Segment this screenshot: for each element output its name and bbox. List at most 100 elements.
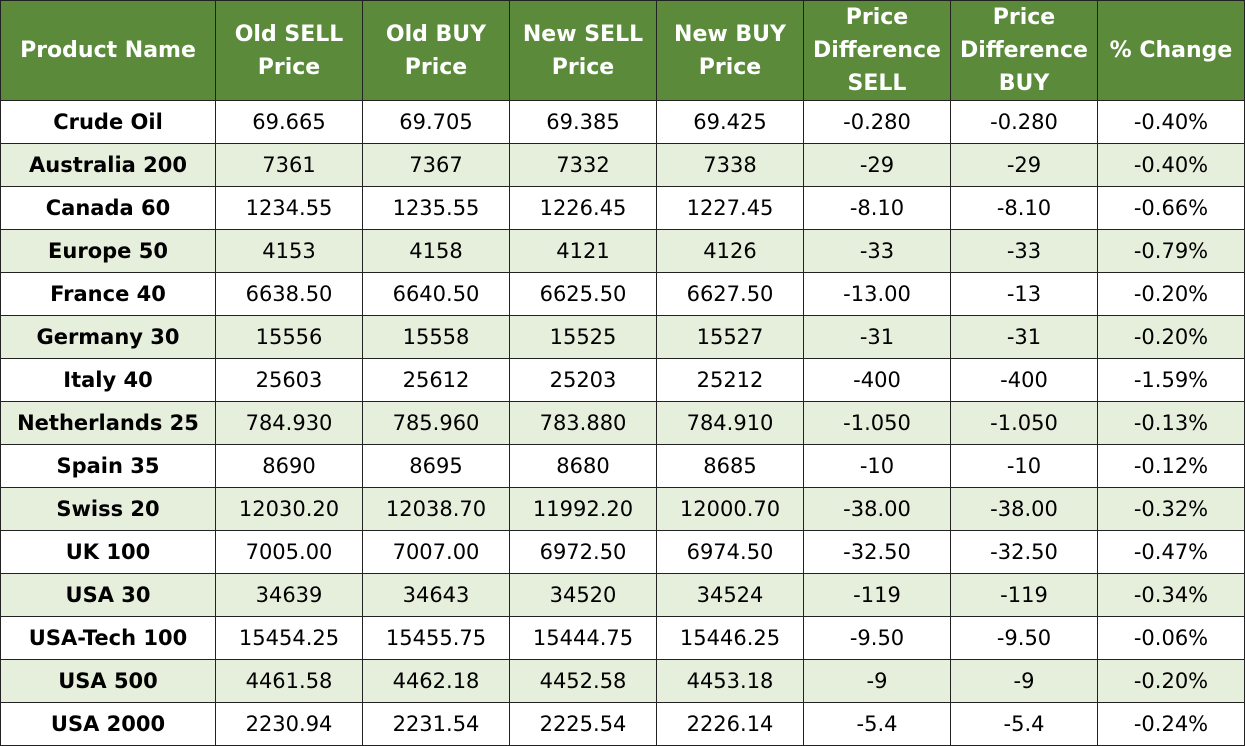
new-sell-price-cell: 34520 [509, 573, 657, 617]
new-buy-price-cell: 4453.18 [656, 659, 804, 703]
percent-change-cell: -0.40% [1097, 143, 1245, 187]
percent-change-cell: -0.20% [1097, 659, 1245, 703]
header-old-sell-price: Old SELL Price [215, 0, 363, 101]
new-sell-price-cell: 6625.50 [509, 272, 657, 316]
new-buy-price-cell: 6627.50 [656, 272, 804, 316]
old-buy-price-cell: 1235.55 [362, 186, 510, 230]
header-new-buy-price: New BUY Price [656, 0, 804, 101]
table-row: Swiss 20 12030.20 12038.70 11992.20 12000.70… [0, 487, 1245, 531]
old-sell-price-cell: 6638.50 [215, 272, 363, 316]
table-row: Spain 35 8690 8695 8680 8685 -10 -10 -0.12% [0, 444, 1245, 488]
old-sell-price-cell: 1234.55 [215, 186, 363, 230]
table-row: Canada 60 1234.55 1235.55 1226.45 1227.45 -8.… [0, 186, 1245, 230]
product-name-cell: Swiss 20 [0, 487, 216, 531]
old-sell-price-cell: 15556 [215, 315, 363, 359]
product-name-cell: Canada 60 [0, 186, 216, 230]
table-row: USA-Tech 100 15454.25 15455.75 15444.75 1544… [0, 616, 1245, 660]
old-sell-price-cell: 15454.25 [215, 616, 363, 660]
price-difference-sell-cell: -29 [803, 143, 951, 187]
old-buy-price-cell: 12038.70 [362, 487, 510, 531]
new-sell-price-cell: 15444.75 [509, 616, 657, 660]
table-row: Italy 40 25603 25612 25203 25212 -400 -400 -1.5… [0, 358, 1245, 402]
header-price-difference-buy: Price Difference BUY [950, 0, 1098, 101]
new-buy-price-cell: 8685 [656, 444, 804, 488]
product-name-cell: Europe 50 [0, 229, 216, 273]
new-sell-price-cell: 25203 [509, 358, 657, 402]
new-buy-price-cell: 784.910 [656, 401, 804, 445]
percent-change-cell: -0.20% [1097, 315, 1245, 359]
old-sell-price-cell: 12030.20 [215, 487, 363, 531]
new-buy-price-cell: 69.425 [656, 100, 804, 144]
old-sell-price-cell: 2230.94 [215, 702, 363, 746]
price-difference-buy-cell: -5.4 [950, 702, 1098, 746]
new-sell-price-cell: 15525 [509, 315, 657, 359]
percent-change-cell: -0.34% [1097, 573, 1245, 617]
table-row: Australia 200 7361 7367 7332 7338 -29 -29 -0.40… [0, 143, 1245, 187]
new-buy-price-cell: 1227.45 [656, 186, 804, 230]
table-body: Crude Oil 69.665 69.705 69.385 69.425 -0.280-… [0, 100, 1245, 746]
percent-change-cell: -0.20% [1097, 272, 1245, 316]
product-name-cell: USA 2000 [0, 702, 216, 746]
old-buy-price-cell: 785.960 [362, 401, 510, 445]
old-buy-price-cell: 4462.18 [362, 659, 510, 703]
header-new-sell-price: New SELL Price [509, 0, 657, 101]
old-buy-price-cell: 69.705 [362, 100, 510, 144]
old-buy-price-cell: 25612 [362, 358, 510, 402]
product-name-cell: Germany 30 [0, 315, 216, 359]
price-difference-buy-cell: -10 [950, 444, 1098, 488]
new-sell-price-cell: 1226.45 [509, 186, 657, 230]
price-difference-sell-cell: -0.280 [803, 100, 951, 144]
price-difference-sell-cell: -10 [803, 444, 951, 488]
percent-change-cell: -0.40% [1097, 100, 1245, 144]
table-row: Europe 50 4153 4158 4121 4126 -33 -33 -0.79% [0, 229, 1245, 273]
price-difference-sell-cell: -32.50 [803, 530, 951, 574]
table-row: USA 500 4461.58 4462.18 4452.58 4453.18 -9 -9-… [0, 659, 1245, 703]
new-buy-price-cell: 6974.50 [656, 530, 804, 574]
new-buy-price-cell: 7338 [656, 143, 804, 187]
new-buy-price-cell: 15527 [656, 315, 804, 359]
product-name-cell: USA-Tech 100 [0, 616, 216, 660]
table-row: France 40 6638.50 6640.50 6625.50 6627.50 -13… [0, 272, 1245, 316]
price-difference-buy-cell: -119 [950, 573, 1098, 617]
price-difference-sell-cell: -38.00 [803, 487, 951, 531]
product-name-cell: Crude Oil [0, 100, 216, 144]
price-difference-buy-cell: -29 [950, 143, 1098, 187]
old-sell-price-cell: 25603 [215, 358, 363, 402]
table-row: USA 30 34639 34643 34520 34524 -119 -119 -0.34% [0, 573, 1245, 617]
price-difference-sell-cell: -5.4 [803, 702, 951, 746]
old-sell-price-cell: 7361 [215, 143, 363, 187]
old-buy-price-cell: 7007.00 [362, 530, 510, 574]
price-difference-buy-cell: -32.50 [950, 530, 1098, 574]
price-difference-buy-cell: -9 [950, 659, 1098, 703]
header-percent-change: % Change [1097, 0, 1245, 101]
price-difference-sell-cell: -9.50 [803, 616, 951, 660]
product-name-cell: Spain 35 [0, 444, 216, 488]
product-name-cell: USA 30 [0, 573, 216, 617]
old-sell-price-cell: 4461.58 [215, 659, 363, 703]
product-name-cell: France 40 [0, 272, 216, 316]
new-buy-price-cell: 25212 [656, 358, 804, 402]
table-row: Netherlands 25 784.930 785.960 783.880 784.9… [0, 401, 1245, 445]
table-row: Germany 30 15556 15558 15525 15527 -31 -31 -0.2… [0, 315, 1245, 359]
new-sell-price-cell: 69.385 [509, 100, 657, 144]
percent-change-cell: -0.47% [1097, 530, 1245, 574]
new-buy-price-cell: 2226.14 [656, 702, 804, 746]
product-name-cell: Australia 200 [0, 143, 216, 187]
price-difference-sell-cell: -1.050 [803, 401, 951, 445]
header-price-difference-sell: Price Difference SELL [803, 0, 951, 101]
table-header: Product Name Old SELL Price Old BUY Pric… [0, 0, 1245, 101]
old-buy-price-cell: 34643 [362, 573, 510, 617]
price-difference-sell-cell: -119 [803, 573, 951, 617]
old-buy-price-cell: 15558 [362, 315, 510, 359]
price-difference-sell-cell: -400 [803, 358, 951, 402]
new-buy-price-cell: 34524 [656, 573, 804, 617]
price-difference-buy-cell: -8.10 [950, 186, 1098, 230]
price-difference-sell-cell: -13.00 [803, 272, 951, 316]
product-name-cell: UK 100 [0, 530, 216, 574]
old-sell-price-cell: 34639 [215, 573, 363, 617]
product-name-cell: Italy 40 [0, 358, 216, 402]
old-buy-price-cell: 4158 [362, 229, 510, 273]
product-name-cell: Netherlands 25 [0, 401, 216, 445]
price-difference-buy-cell: -33 [950, 229, 1098, 273]
old-sell-price-cell: 8690 [215, 444, 363, 488]
